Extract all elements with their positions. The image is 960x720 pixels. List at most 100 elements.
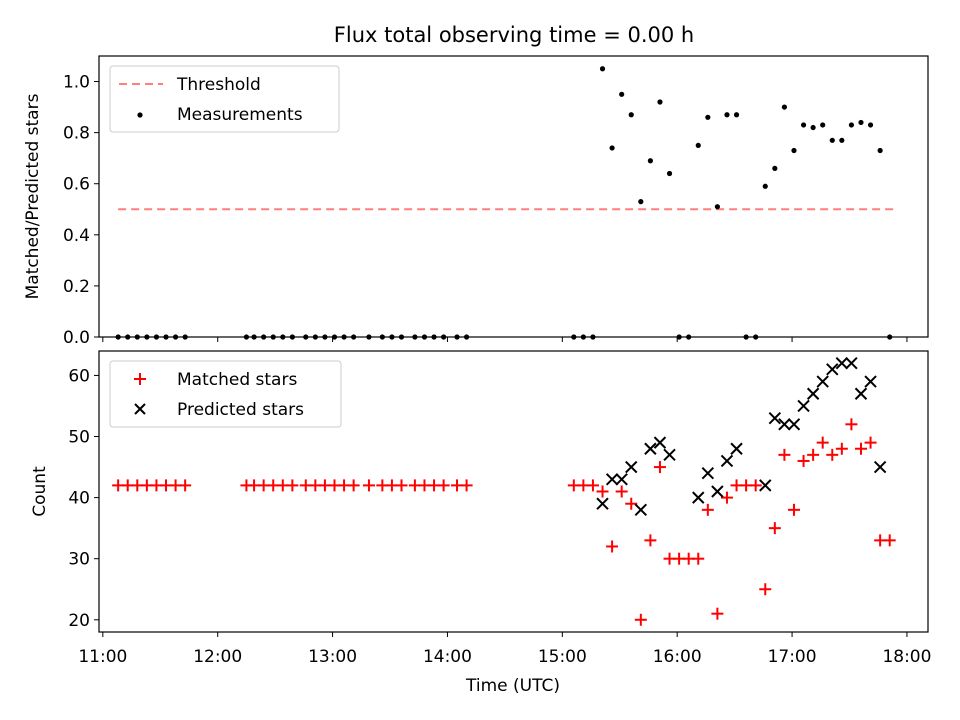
predicted-stars-point — [759, 479, 772, 492]
ratio-ylabel: Matched/Predicted stars — [23, 93, 43, 299]
measurements-point — [791, 147, 797, 154]
measurements-point — [724, 112, 730, 118]
measurements-point — [839, 137, 845, 143]
measurements-point — [810, 124, 816, 131]
matched-stars-point — [653, 461, 666, 474]
measurements-point — [877, 147, 883, 154]
measurements-point — [781, 104, 788, 110]
matched-stars-point — [768, 522, 781, 535]
matched-legend-marker — [134, 373, 146, 385]
matched-stars-point — [854, 442, 867, 455]
ratio-legend-box — [109, 65, 340, 133]
matched-stars-point — [816, 436, 829, 449]
matched-stars-point — [835, 442, 848, 455]
predicted-stars-point — [835, 357, 849, 370]
matched-stars-point — [625, 497, 638, 510]
x-axis-label: Time (UTC) — [465, 676, 560, 696]
measurements-point — [609, 145, 615, 151]
predicted-stars-point — [720, 454, 734, 468]
count-ytick-label: 50 — [68, 428, 90, 448]
count-plot-frame — [98, 350, 929, 633]
matched-stars-point — [596, 485, 609, 498]
matched-stars-point — [701, 503, 714, 516]
matched-stars-point — [286, 479, 299, 492]
predicted-stars-point — [625, 460, 638, 474]
matched-stars-point — [864, 436, 877, 449]
matched-stars-point — [179, 479, 192, 492]
ratio-ytick-label: 0.0 — [63, 328, 90, 348]
predicted-legend-marker — [134, 403, 146, 415]
measurements-point — [848, 122, 855, 128]
ratio-ytick-label: 0.2 — [63, 277, 90, 297]
matched-stars-point — [634, 613, 647, 626]
predicted-stars-point — [797, 399, 810, 413]
measurements-point — [820, 122, 826, 128]
xtick-label: 16:00 — [653, 647, 702, 667]
predicted-stars-point — [692, 491, 705, 504]
measurements-point — [628, 112, 634, 118]
predicted-stars-point — [730, 442, 743, 455]
predicted-stars-point — [873, 460, 887, 474]
matched-stars-point — [845, 418, 858, 431]
predicted-stars-point — [605, 473, 619, 486]
measurements-point — [647, 158, 653, 164]
predicted-stars-point — [653, 436, 667, 449]
measurements-point — [638, 199, 644, 205]
measurements-legend-marker — [137, 112, 143, 118]
matched-stars-point — [787, 503, 800, 516]
predicted-stars-point — [864, 375, 877, 388]
predicted-stars-point — [787, 418, 801, 431]
count-ylabel: Count — [30, 466, 50, 517]
measurements-point — [619, 91, 625, 97]
predicted-stars-point — [663, 448, 676, 462]
predicted-stars-point — [768, 411, 782, 425]
predicted-stars-point — [596, 497, 609, 510]
measurements-point — [695, 142, 701, 149]
count-ytick-label: 20 — [68, 611, 90, 631]
ratio-ytick-label: 1.0 — [63, 73, 90, 93]
measurements-point — [772, 165, 778, 171]
matched-stars-point — [692, 552, 705, 565]
predicted-stars-point — [711, 485, 724, 498]
ratio-plot-frame — [98, 55, 929, 338]
measurements-point — [657, 99, 663, 105]
measurements-point — [714, 204, 720, 210]
count-panel: 20 30 40 50 60 11:00 12:00 13:00 14:00 15:00 16:00… — [30, 350, 931, 696]
ratio-legend: Threshold Measurements — [109, 65, 340, 133]
predicted-stars-point — [634, 503, 648, 517]
ratio-ytick-label: 0.4 — [63, 226, 90, 246]
measurements-point — [829, 137, 835, 143]
matched-stars-point — [460, 479, 473, 492]
count-legend: Matched stars Predicted stars — [109, 360, 342, 428]
ratio-ytick-label: 0.8 — [63, 124, 90, 144]
xtick-label: 15:00 — [538, 647, 587, 667]
predicted-stars-point — [826, 363, 839, 376]
count-legend-box — [109, 360, 342, 428]
matched-stars-point — [437, 479, 450, 492]
matched-stars-point — [615, 485, 628, 498]
matched-stars-point — [644, 534, 657, 547]
xtick-label: 13:00 — [308, 647, 357, 667]
matched-legend-label: Matched stars — [177, 370, 297, 390]
measurements-point — [733, 112, 740, 118]
count-ytick-label: 40 — [68, 489, 90, 509]
predicted-stars-point — [845, 357, 858, 370]
xtick-label: 14:00 — [423, 647, 472, 667]
matched-stars-point — [778, 448, 791, 461]
figure-title: Flux total observing time = 0.00 h — [334, 23, 694, 47]
matched-stars-point — [606, 540, 619, 553]
predicted-stars-point — [615, 473, 628, 486]
matched-stars-point — [759, 583, 772, 596]
xtick-label: 12:00 — [193, 647, 242, 667]
ratio-panel: 0.0 0.2 0.4 0.6 0.8 1.0 Matched/Predicted sta… — [23, 55, 929, 348]
matched-stars-point — [883, 534, 896, 547]
matched-stars-point — [797, 454, 810, 467]
count-ytick-label: 60 — [68, 366, 90, 386]
matched-stars-point — [807, 448, 820, 461]
matched-stars-point — [749, 479, 762, 492]
matched-stars-point — [395, 479, 408, 492]
xtick-label: 11:00 — [78, 647, 127, 667]
predicted-stars-point — [778, 418, 791, 431]
measurements-legend-label: Measurements — [177, 105, 303, 125]
